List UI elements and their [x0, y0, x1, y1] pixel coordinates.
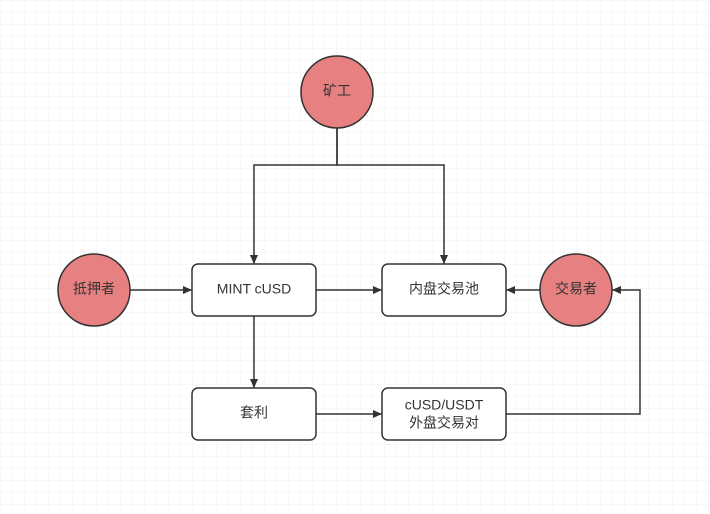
node-arb: 套利 — [192, 388, 316, 440]
node-ext-label-1: cUSD/USDT — [405, 397, 484, 413]
node-collateral-label: 抵押者 — [73, 281, 115, 297]
node-arb-label: 套利 — [240, 405, 268, 421]
node-mint-label: MINT cUSD — [217, 281, 291, 297]
node-pool: 内盘交易池 — [382, 264, 506, 316]
node-ext: cUSD/USDT 外盘交易对 — [382, 388, 506, 440]
node-pool-label: 内盘交易池 — [409, 281, 479, 297]
node-miner-label: 矿工 — [323, 83, 351, 99]
node-miner: 矿工 — [301, 56, 373, 128]
node-mint: MINT cUSD — [192, 264, 316, 316]
node-ext-label-2: 外盘交易对 — [409, 415, 479, 431]
node-collateral: 抵押者 — [58, 254, 130, 326]
node-trader-label: 交易者 — [555, 281, 597, 297]
node-trader: 交易者 — [540, 254, 612, 326]
